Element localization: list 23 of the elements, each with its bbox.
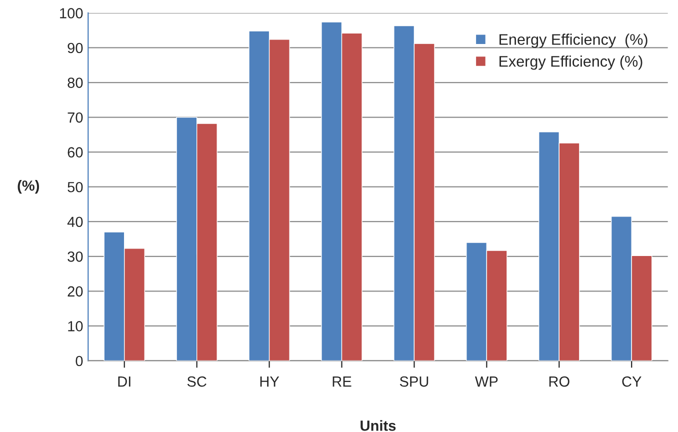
y-tick-label: 80 <box>68 78 83 88</box>
y-tick-label: 60 <box>68 147 83 158</box>
legend-label: Exergy Efficiency (%) <box>500 56 642 70</box>
y-tick-label: 100 <box>60 8 83 18</box>
y-tick-label: 70 <box>68 112 83 123</box>
x-tick-label: SC <box>187 376 206 387</box>
y-tick-label: 90 <box>68 42 83 54</box>
x-tick-label: DI <box>118 376 130 387</box>
legend-label: Energy Efficiency (%) <box>500 34 648 48</box>
x-tick-label: WP <box>474 376 498 387</box>
x-tick-label: RO <box>549 376 570 387</box>
y-tick-label: 0 <box>76 356 83 366</box>
x-axis-title: Units <box>360 420 396 431</box>
x-tick-label: HY <box>260 376 280 387</box>
y-tick-label: 10 <box>68 321 83 332</box>
y-tick-label: 40 <box>67 216 83 228</box>
y-tick-label: 20 <box>68 286 83 297</box>
y-tick-label: 30 <box>68 251 83 262</box>
y-axis-title: (%) <box>18 180 40 194</box>
x-tick-label: SPU <box>400 376 428 387</box>
y-tick-label: 50 <box>68 182 83 192</box>
x-tick-label: RE <box>332 376 352 387</box>
x-tick-label: CY <box>622 376 642 387</box>
